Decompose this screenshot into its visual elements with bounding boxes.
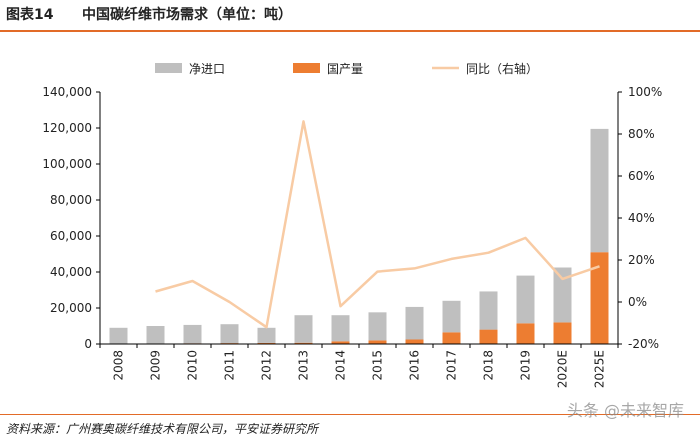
legend: 净进口 国产量 同比（右轴）	[155, 61, 538, 76]
left-tick-label: 140,000	[42, 85, 92, 99]
bar-net-import-2020E	[553, 267, 572, 323]
bar-domestic-2015	[368, 340, 387, 344]
left-tick-label: 0	[84, 337, 92, 351]
x-tick-label: 2025E	[593, 350, 607, 388]
left-tick-label: 20,000	[50, 301, 92, 315]
line-series	[155, 120, 600, 329]
bar-domestic-2016	[405, 339, 424, 344]
source-note: 资料来源：广州赛奥碳纤维技术有限公司，平安证券研究所	[6, 422, 319, 436]
bar-net-import-2018	[479, 291, 498, 330]
bar-net-import-2010	[183, 324, 202, 344]
bar-net-import-2013	[294, 315, 313, 343]
figure-label: 图表14	[6, 7, 54, 23]
right-tick-label: 80%	[628, 127, 655, 141]
bar-domestic-2018	[479, 329, 498, 344]
x-tick-label: 2019	[519, 350, 533, 381]
x-tick-label: 2013	[297, 350, 311, 381]
bar-series	[109, 128, 609, 344]
right-tick-label: -20%	[628, 337, 659, 351]
right-tick-label: 20%	[628, 253, 655, 267]
chart: 净进口 国产量 同比（右轴） 0 20,000 40,000 60,000 80,000 10…	[42, 61, 662, 388]
bar-domestic-2014	[331, 341, 350, 344]
x-tick-label: 2012	[260, 350, 274, 381]
legend-label-1: 净进口	[189, 62, 225, 76]
x-tick-label: 2015	[371, 350, 385, 381]
left-tick-label: 120,000	[42, 121, 92, 135]
bar-domestic-2017	[442, 332, 461, 344]
x-tick-label: 2011	[223, 350, 237, 381]
bar-net-import-2011	[220, 324, 239, 344]
legend-swatch-1	[155, 63, 182, 73]
legend-label-2: 国产量	[327, 62, 363, 76]
bar-domestic-2020E	[553, 322, 572, 344]
watermark: 头条 @未来智库	[566, 401, 684, 420]
footer-divider	[0, 414, 700, 415]
bar-net-import-2015	[368, 312, 387, 341]
bar-net-import-2016	[405, 306, 424, 340]
x-tick-label: 2009	[149, 350, 163, 381]
chart-title: 中国碳纤维市场需求（单位：吨）	[82, 7, 292, 23]
bar-domestic-2019	[516, 323, 535, 344]
legend-label-3: 同比（右轴）	[466, 61, 538, 76]
bar-net-import-2014	[331, 315, 350, 342]
bar-net-import-2008	[109, 327, 128, 344]
bar-domestic-2013	[294, 342, 313, 344]
left-tick-label: 80,000	[50, 193, 92, 207]
x-tick-label: 2020E	[556, 350, 570, 388]
left-y-axis: 0 20,000 40,000 60,000 80,000 100,000 120,000 1…	[42, 85, 101, 351]
legend-swatch-2	[293, 63, 320, 73]
title-bar: 图表14 中国碳纤维市场需求（单位：吨）	[0, 0, 700, 32]
x-tick-label: 2010	[186, 350, 200, 381]
x-tick-label: 2014	[334, 350, 348, 381]
right-y-axis: -20% 0% 20% 40% 60% 80% 100%	[617, 85, 662, 351]
bar-net-import-2017	[442, 300, 461, 333]
bar-net-import-2025E	[590, 128, 609, 253]
bar-domestic-2025E	[590, 252, 609, 344]
x-tick-label: 2008	[112, 350, 126, 381]
bar-net-import-2012	[257, 327, 276, 343]
left-tick-label: 60,000	[50, 229, 92, 243]
right-tick-label: 100%	[628, 85, 662, 99]
right-tick-label: 0%	[628, 295, 647, 309]
x-tick-label: 2018	[482, 350, 496, 381]
left-tick-label: 40,000	[50, 265, 92, 279]
x-tick-label: 2017	[445, 350, 459, 381]
bar-net-import-2019	[516, 275, 535, 324]
right-tick-label: 40%	[628, 211, 655, 225]
x-axis: 2008 2009 2010 2011 2012 2013 2014 2015 2016 2017…	[99, 343, 619, 388]
x-tick-label: 2016	[408, 350, 422, 381]
left-tick-label: 100,000	[42, 157, 92, 171]
bar-domestic-2012	[257, 342, 276, 344]
right-tick-label: 60%	[628, 169, 655, 183]
bar-net-import-2009	[146, 326, 165, 344]
